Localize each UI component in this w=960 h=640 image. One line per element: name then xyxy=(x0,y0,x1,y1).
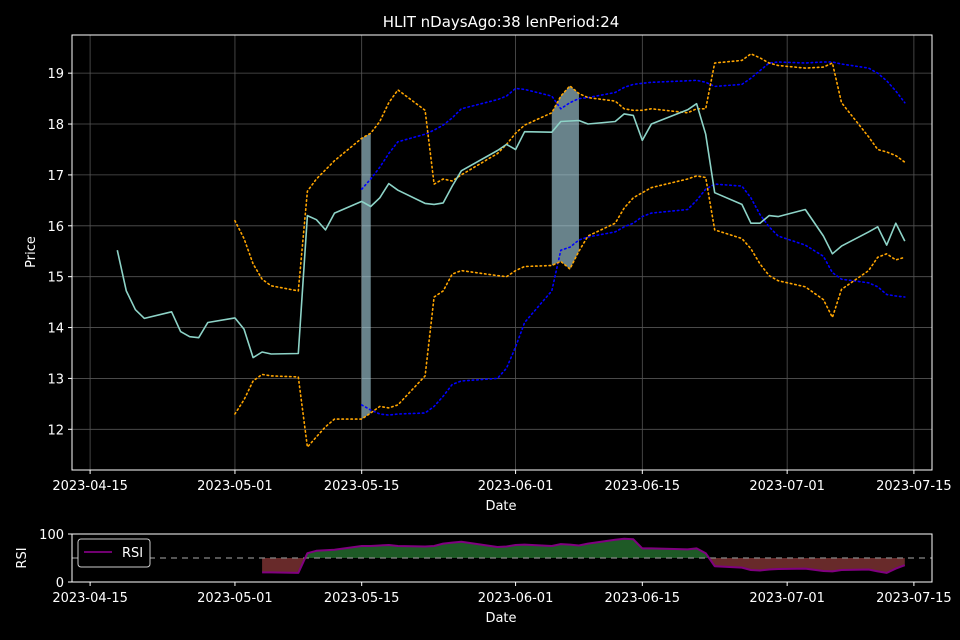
price-x-ticks: 2023-04-15 2023-05-01 2023-05-15 2023-06-01… xyxy=(52,470,952,494)
rsi-x-tick-label: 2023-06-15 xyxy=(605,591,681,606)
x-tick-label: 2023-05-01 xyxy=(197,479,273,494)
x-tick-label: 2023-06-15 xyxy=(605,479,681,494)
highlight-region xyxy=(551,85,579,270)
x-tick-label: 2023-07-15 xyxy=(876,479,952,494)
series-upper-outer-band xyxy=(234,52,906,292)
price-axes-frame xyxy=(71,34,933,471)
rsi-x-tick-label: 2023-05-15 xyxy=(324,591,400,606)
x-tick-label: 2023-06-01 xyxy=(478,479,554,494)
y-tick-label: 18 xyxy=(47,118,64,133)
legend-box xyxy=(77,538,151,568)
rsi-x-tick-label: 2023-04-15 xyxy=(52,591,128,606)
rsi-x-ticks: 2023-04-15 2023-05-01 2023-05-15 2023-06-01… xyxy=(52,582,952,606)
rsi-legend: RSI xyxy=(77,538,151,568)
rsi-x-tick-label: 2023-07-15 xyxy=(876,591,952,606)
series-lower-inner-band xyxy=(360,183,906,416)
series-lower-outer-band xyxy=(234,175,906,448)
highlight-region xyxy=(361,133,371,420)
rsi-x-tick-label: 2023-07-01 xyxy=(749,591,825,606)
rsi-axes-frame xyxy=(71,533,933,583)
series-close xyxy=(116,102,906,359)
y-tick-label: 15 xyxy=(47,271,64,286)
price-y-axis-label: Price xyxy=(24,236,39,268)
y-tick-label: 12 xyxy=(47,423,64,438)
rsi-y-ticks: 0 100 xyxy=(39,528,72,591)
legend-label-rsi: RSI xyxy=(122,546,143,561)
rsi-lines xyxy=(262,537,906,574)
rsi-fill-below xyxy=(262,558,306,573)
rsi-y-axis-label: RSI xyxy=(15,547,30,568)
rsi-y-tick-label: 100 xyxy=(39,528,64,543)
rsi-y-tick-label: 0 xyxy=(56,576,64,591)
rsi-x-axis-label: Date xyxy=(485,611,516,626)
rsi-x-tick-label: 2023-05-01 xyxy=(197,591,273,606)
price-y-ticks: 12 13 14 15 16 17 18 19 xyxy=(47,67,72,438)
rsi-x-tick-label: 2023-06-01 xyxy=(478,591,554,606)
series-rsi xyxy=(262,537,906,574)
price-lines xyxy=(116,52,906,448)
y-tick-label: 17 xyxy=(47,169,64,184)
x-tick-label: 2023-07-01 xyxy=(749,479,825,494)
x-tick-label: 2023-04-15 xyxy=(52,479,128,494)
y-tick-label: 16 xyxy=(47,220,64,235)
y-tick-label: 19 xyxy=(47,67,64,82)
y-tick-label: 14 xyxy=(47,322,64,337)
series-upper-inner-band xyxy=(360,61,906,190)
chart-title: HLIT nDaysAgo:38 lenPeriod:24 xyxy=(383,13,620,31)
rsi-fill-above xyxy=(305,538,709,558)
y-tick-label: 13 xyxy=(47,372,64,387)
price-x-axis-label: Date xyxy=(485,499,516,514)
x-tick-label: 2023-05-15 xyxy=(324,479,400,494)
